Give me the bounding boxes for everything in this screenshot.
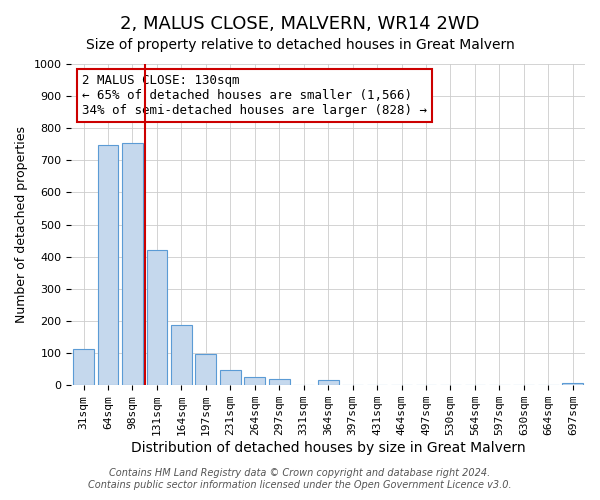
Bar (220, 370, 241, 385)
Text: 2, MALUS CLOSE, MALVERN, WR14 2WD: 2, MALUS CLOSE, MALVERN, WR14 2WD (120, 15, 480, 33)
Text: Size of property relative to detached houses in Great Malvern: Size of property relative to detached ho… (86, 38, 514, 52)
Bar (146, 250, 167, 385)
X-axis label: Distribution of detached houses by size in Great Malvern: Distribution of detached houses by size … (131, 441, 526, 455)
Bar (171, 325, 192, 385)
Bar (318, 380, 338, 385)
Bar (562, 382, 583, 385)
Bar (196, 354, 216, 385)
Bar (98, 145, 118, 385)
Bar (73, 349, 94, 385)
Bar (244, 377, 265, 385)
Text: Contains HM Land Registry data © Crown copyright and database right 2024.
Contai: Contains HM Land Registry data © Crown c… (88, 468, 512, 490)
Text: 2 MALUS CLOSE: 130sqm
← 65% of detached houses are smaller (1,566)
34% of semi-d: 2 MALUS CLOSE: 130sqm ← 65% of detached … (82, 74, 427, 116)
Bar (269, 379, 290, 385)
Y-axis label: Number of detached properties: Number of detached properties (15, 126, 28, 323)
Bar (122, 142, 143, 385)
